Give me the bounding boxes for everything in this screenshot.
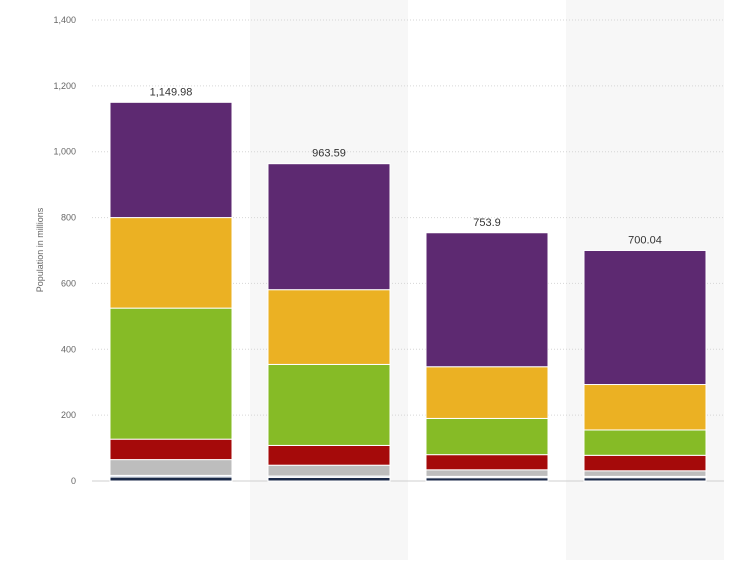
y-tick-label-1200: 1,200 xyxy=(53,81,76,91)
bar-1-segment-1 xyxy=(109,476,233,482)
labels: 0 200 400 600 800 1,000 1,200 1,400 1,149.98 963.… xyxy=(53,15,661,486)
bar-2-segment-6 xyxy=(267,289,391,365)
bar-4-segment-4 xyxy=(583,454,707,472)
bar-1-segment-5 xyxy=(109,307,233,440)
bar-4-segment-6 xyxy=(583,384,707,431)
total-label-3: 753.9 xyxy=(473,217,501,229)
y-tick-label-1400: 1,400 xyxy=(53,15,76,25)
bar-2-segment-7 xyxy=(267,163,391,291)
bar-2-segment-5 xyxy=(267,363,391,446)
y-tick-label-200: 200 xyxy=(61,410,76,420)
bars xyxy=(109,101,707,482)
bar-3-segment-3 xyxy=(425,469,549,477)
bar-4-segment-5 xyxy=(583,429,707,456)
bar-1-segment-4 xyxy=(109,438,233,461)
y-tick-label-600: 600 xyxy=(61,278,76,288)
y-tick-label-800: 800 xyxy=(61,213,76,223)
total-label-1: 1,149.98 xyxy=(150,86,193,98)
y-axis-title: Population in millions xyxy=(35,207,45,292)
total-label-2: 963.59 xyxy=(312,148,346,160)
bar-3-segment-7 xyxy=(425,232,549,368)
total-label-4: 700.04 xyxy=(628,234,662,246)
bar-3-segment-4 xyxy=(425,454,549,471)
bar-2-segment-4 xyxy=(267,444,391,466)
y-tick-label-1000: 1,000 xyxy=(53,147,76,157)
bar-4-segment-7 xyxy=(583,249,707,386)
bar-3-segment-5 xyxy=(425,417,549,456)
y-tick-label-0: 0 xyxy=(71,476,76,486)
bar-1-segment-7 xyxy=(109,101,233,219)
bar-1-segment-6 xyxy=(109,217,233,309)
bar-2-segment-1 xyxy=(267,476,391,482)
bar-1-segment-3 xyxy=(109,459,233,476)
bar-4-segment-3 xyxy=(583,470,707,477)
bar-3-segment-6 xyxy=(425,366,549,419)
bar-2-segment-3 xyxy=(267,464,391,477)
y-tick-label-400: 400 xyxy=(61,344,76,354)
